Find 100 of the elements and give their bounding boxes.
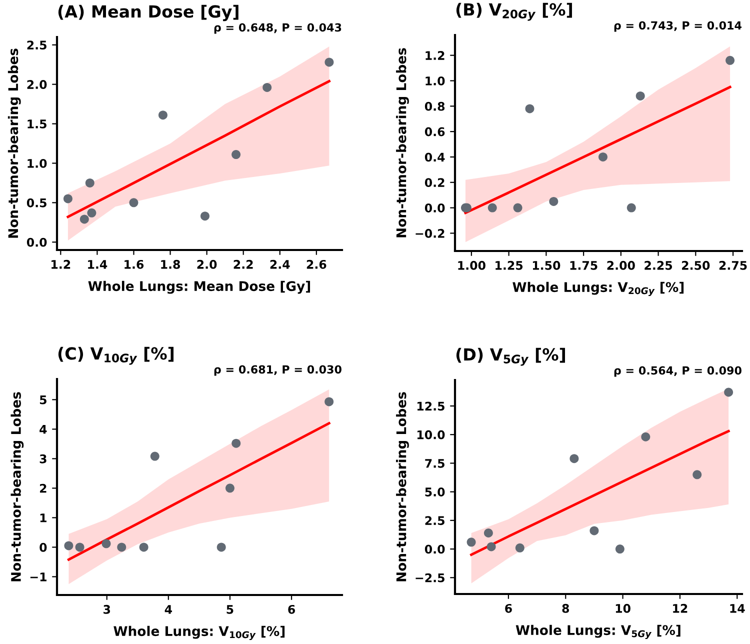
y-tick-label: −0.2 <box>416 228 444 238</box>
x-tick-label: 2.4 <box>270 260 290 269</box>
point <box>513 203 522 212</box>
point <box>80 214 89 224</box>
y-tick-label: 1.5 <box>28 120 46 128</box>
point <box>626 203 636 212</box>
point <box>692 470 702 480</box>
x-tick-label: 1.2 <box>52 260 70 269</box>
y-tick-label: 2.0 <box>27 80 47 89</box>
point <box>324 397 334 406</box>
y-tick-label: 2 <box>40 484 46 493</box>
x-tick-label: 12 <box>673 604 688 613</box>
x-tick-label: 4 <box>164 605 172 614</box>
point <box>232 150 241 160</box>
x-tick-label: 6 <box>288 604 295 614</box>
point <box>466 538 476 547</box>
y-tick-label: 7.5 <box>425 459 444 468</box>
y-axis-title: Non-tumor-bearing Lobes <box>10 392 24 582</box>
chart-title: (C) V$_{10Gy}$ [%] <box>58 346 174 365</box>
point <box>64 541 74 550</box>
x-tick-label: 2.2 <box>234 260 253 269</box>
x-tick-label: 6 <box>505 604 512 613</box>
x-tick-label: 2.75 <box>719 260 747 270</box>
y-tick-label: −1 <box>30 572 46 582</box>
chart-title: (B) V$_{20Gy}$ [%] <box>456 2 572 21</box>
point <box>139 542 148 552</box>
y-tick-label: 12.5 <box>417 402 444 411</box>
point <box>525 104 534 114</box>
y-tick-label: 0 <box>40 542 47 552</box>
x-tick-label: 2.25 <box>644 260 672 270</box>
x-tick-label: 2.6 <box>306 260 326 269</box>
point <box>570 454 579 464</box>
y-axis-title: Non-tumor-bearing Lobes <box>396 48 409 238</box>
y-tick-label: 3 <box>40 454 46 464</box>
y-tick-label: 0.5 <box>26 198 46 208</box>
x-tick-label: 3 <box>104 604 110 614</box>
point <box>150 452 160 461</box>
x-tick-label: 2.00 <box>607 260 635 270</box>
point <box>726 56 735 65</box>
y-tick-label: 0.4 <box>424 152 445 162</box>
y-tick-label: 5.0 <box>425 488 445 496</box>
text: ρ = 0.648, P = 0.043 <box>214 23 342 34</box>
line-series <box>470 430 730 556</box>
point <box>87 208 96 218</box>
point <box>216 542 226 552</box>
point <box>63 194 72 204</box>
point <box>515 543 524 552</box>
point <box>75 542 84 552</box>
y-tick-label: 0.0 <box>424 544 445 554</box>
x-tick-label: 1.8 <box>161 260 180 269</box>
x-tick-label: 1.75 <box>570 261 598 270</box>
point <box>724 388 734 397</box>
x-tick-label: 10 <box>616 604 630 613</box>
point <box>486 542 496 552</box>
x-axis-title: Whole Lungs: V$_{20Gy}$ [%] <box>512 282 684 296</box>
point <box>262 82 272 92</box>
y-tick-label: 2.5 <box>425 516 444 526</box>
x-tick-label: 1.4 <box>88 260 108 269</box>
y-tick-label: 1 <box>40 514 46 522</box>
x-tick-label: 2.0 <box>197 260 217 269</box>
x-axis-title: Whole Lungs: V$_{10Gy}$ [%] <box>114 626 285 640</box>
point <box>324 58 334 67</box>
y-tick-label: 4 <box>40 425 47 434</box>
line-series <box>66 80 330 218</box>
x-axis-title: Whole Lungs: V$_{5Gy}$ [%] <box>516 624 680 640</box>
x-axis-title: Whole Lungs: Mean Dose [Gy] <box>88 280 310 294</box>
y-tick-label: 0.0 <box>424 204 445 212</box>
x-tick-label: 1.6 <box>124 260 144 269</box>
point <box>102 539 111 548</box>
y-tick-label: 5 <box>40 396 46 404</box>
point <box>117 542 126 552</box>
point <box>129 198 138 208</box>
y-tick-label: 0.8 <box>424 102 445 111</box>
point <box>200 212 210 221</box>
point <box>590 526 599 536</box>
y-tick-label: 1.0 <box>28 158 47 168</box>
x-tick-label: 1.50 <box>532 260 560 270</box>
y-tick-label: 1.0 <box>426 76 445 86</box>
point <box>232 438 241 448</box>
y-axis-title: Non-tumor-bearing Lobes <box>8 48 21 238</box>
point <box>158 110 168 120</box>
x-tick-label: 1.00 <box>458 260 486 270</box>
text: ρ = 0.564, P = 0.090 <box>614 366 742 377</box>
x-tick-label: 14 <box>730 604 745 613</box>
point <box>549 196 558 206</box>
line-series <box>67 422 330 561</box>
point <box>85 178 94 188</box>
y-tick-label: 10.0 <box>417 430 445 440</box>
point <box>488 203 497 212</box>
x-tick-label: 5 <box>226 605 234 614</box>
point <box>484 528 493 538</box>
text: ρ = 0.681, P = 0.030 <box>214 365 342 376</box>
y-tick-label: 0.2 <box>424 178 444 188</box>
text: ρ = 0.743, P = 0.014 <box>614 21 742 32</box>
point <box>225 484 234 493</box>
y-tick-label: 0.0 <box>26 238 47 247</box>
x-tick-label: 2.50 <box>682 260 710 270</box>
point <box>641 432 650 442</box>
x-tick-label: 1.25 <box>496 260 523 270</box>
chart-title: (D) V$_{5Gy}$ [%] <box>456 348 565 366</box>
